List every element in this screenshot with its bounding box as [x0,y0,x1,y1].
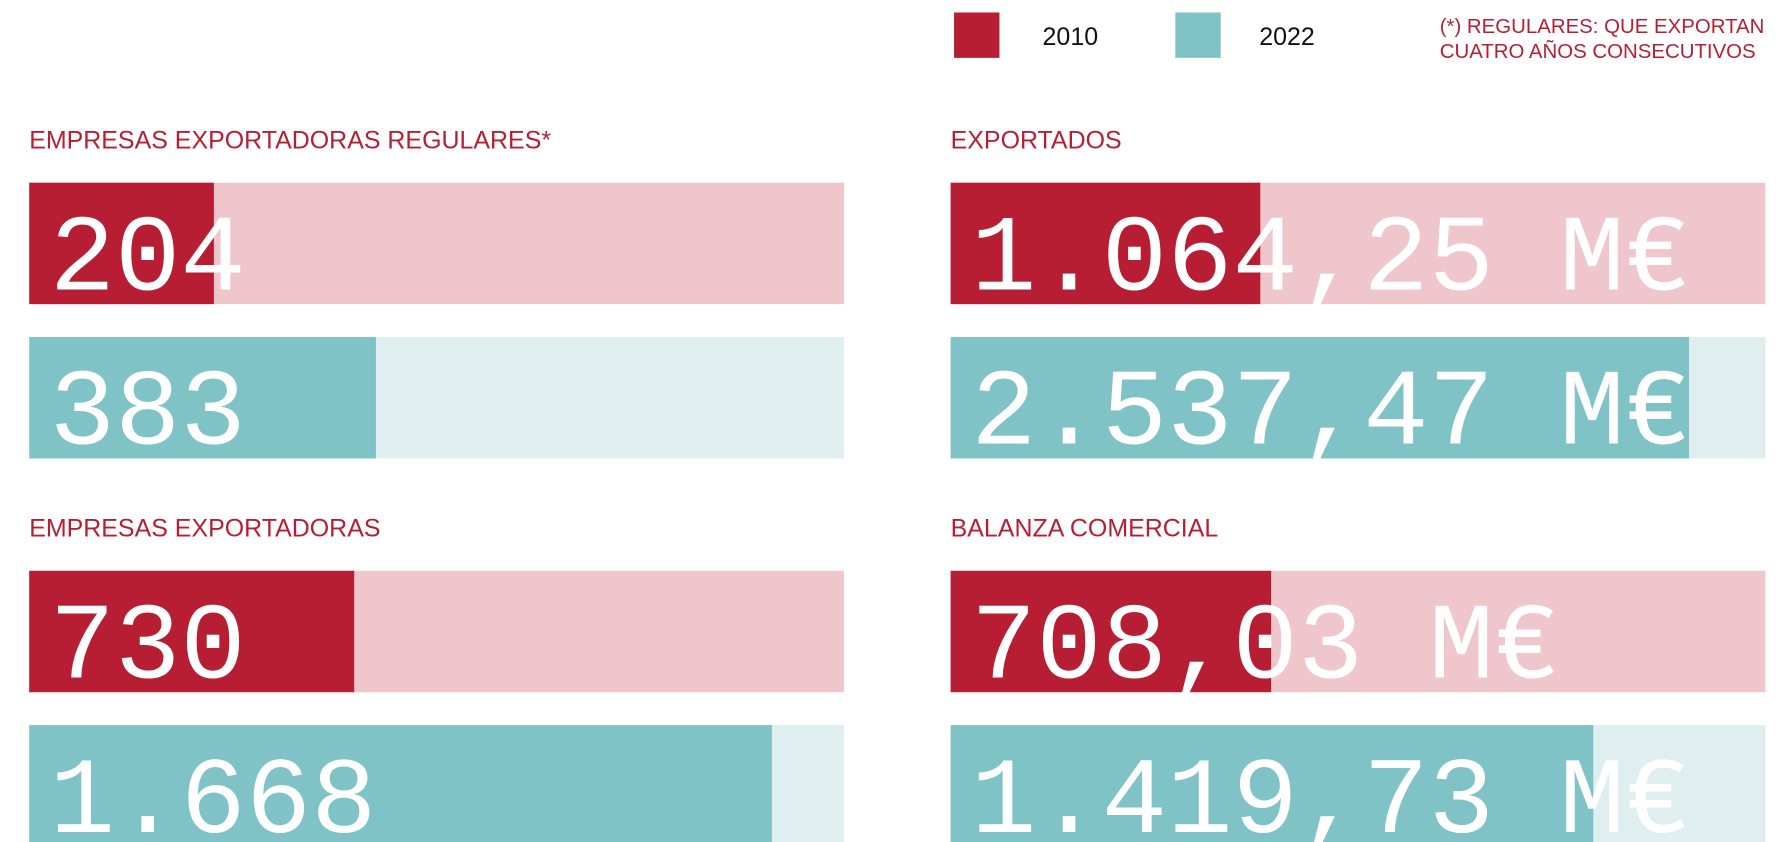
legend-label: 2010 [1043,23,1099,51]
value-label: 383 [50,353,246,477]
bar [29,725,772,842]
legend-label: 2022 [1259,23,1315,51]
bar [29,570,355,693]
bar [29,337,376,459]
chart-title: EMPRESAS EXPORTADORAS REGULARES* [29,127,551,155]
legend-swatch [1175,12,1221,58]
bar [950,570,1272,693]
note: (*) REGULARES: QUE EXPORTAN [1440,16,1765,38]
value-label: 2.537,47 M€ [971,353,1690,477]
bar [950,725,1594,842]
value-label: 1.419,73 M€ [971,741,1690,842]
note: CUATRO AÑOS CONSECUTIVOS [1440,39,1756,63]
value-label: 1.668 [50,741,377,842]
bar [950,337,1690,459]
value-label: 204 [50,198,246,322]
bar [29,182,214,305]
value-label: 730 [50,586,246,710]
value-label: 708,03 M€ [971,586,1559,710]
value-label: 1.064,25 M€ [971,198,1690,322]
chart-title: EMPRESAS EXPORTADORAS [29,515,380,543]
legend-swatch [954,12,1000,58]
bar [950,182,1261,305]
chart-title: EXPORTADOS [951,127,1122,155]
chart-title: BALANZA COMERCIAL [951,515,1219,543]
